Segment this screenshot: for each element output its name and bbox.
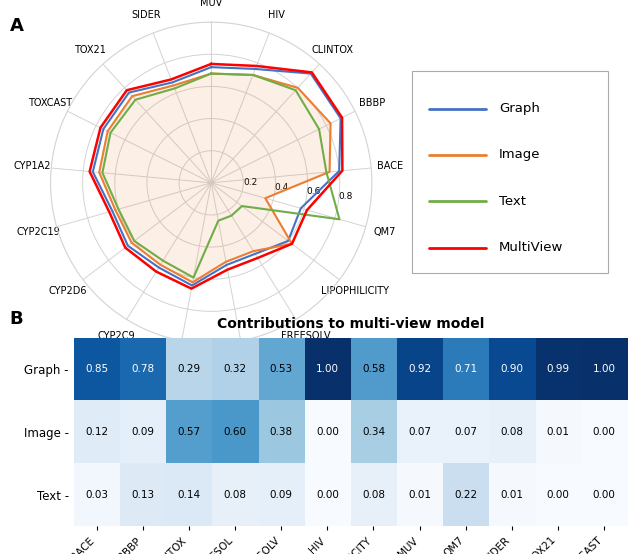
- Text: 0.09: 0.09: [131, 427, 154, 437]
- Text: 0.01: 0.01: [547, 427, 570, 437]
- Text: 0.00: 0.00: [593, 427, 616, 437]
- Text: 0.07: 0.07: [408, 427, 431, 437]
- Text: 0.01: 0.01: [500, 490, 524, 500]
- FancyBboxPatch shape: [412, 71, 608, 273]
- Text: 0.53: 0.53: [269, 365, 292, 375]
- Text: 0.12: 0.12: [85, 427, 108, 437]
- Polygon shape: [99, 74, 331, 283]
- Text: 0.08: 0.08: [500, 427, 524, 437]
- Text: 0.32: 0.32: [223, 365, 246, 375]
- Text: 0.71: 0.71: [454, 365, 477, 375]
- Text: 0.14: 0.14: [177, 490, 200, 500]
- Text: 1.00: 1.00: [316, 365, 339, 375]
- Text: 0.58: 0.58: [362, 365, 385, 375]
- Text: 0.01: 0.01: [408, 490, 431, 500]
- Title: Contributions to multi-view model: Contributions to multi-view model: [217, 317, 484, 331]
- Text: 0.92: 0.92: [408, 365, 431, 375]
- Text: 0.22: 0.22: [454, 490, 477, 500]
- Text: 0.03: 0.03: [85, 490, 108, 500]
- Text: 1.00: 1.00: [593, 365, 616, 375]
- Text: 0.13: 0.13: [131, 490, 154, 500]
- Text: Text: Text: [499, 194, 526, 208]
- Text: 0.78: 0.78: [131, 365, 154, 375]
- Text: 0.60: 0.60: [223, 427, 246, 437]
- Text: 0.08: 0.08: [223, 490, 246, 500]
- Text: B: B: [10, 310, 23, 328]
- Text: 0.07: 0.07: [454, 427, 477, 437]
- Text: 0.38: 0.38: [269, 427, 292, 437]
- Text: 0.34: 0.34: [362, 427, 385, 437]
- Text: 0.00: 0.00: [547, 490, 570, 500]
- Text: Image: Image: [499, 148, 540, 161]
- Text: 0.00: 0.00: [593, 490, 616, 500]
- Text: 0.57: 0.57: [177, 427, 200, 437]
- Text: 0.29: 0.29: [177, 365, 200, 375]
- Text: 0.09: 0.09: [269, 490, 292, 500]
- Text: 0.00: 0.00: [316, 427, 339, 437]
- Text: Graph: Graph: [499, 102, 540, 115]
- Text: 0.90: 0.90: [500, 365, 524, 375]
- Text: 0.99: 0.99: [547, 365, 570, 375]
- Text: A: A: [10, 17, 24, 34]
- Text: 0.08: 0.08: [362, 490, 385, 500]
- Text: 0.00: 0.00: [316, 490, 339, 500]
- Text: 0.85: 0.85: [85, 365, 108, 375]
- Text: MultiView: MultiView: [499, 241, 563, 254]
